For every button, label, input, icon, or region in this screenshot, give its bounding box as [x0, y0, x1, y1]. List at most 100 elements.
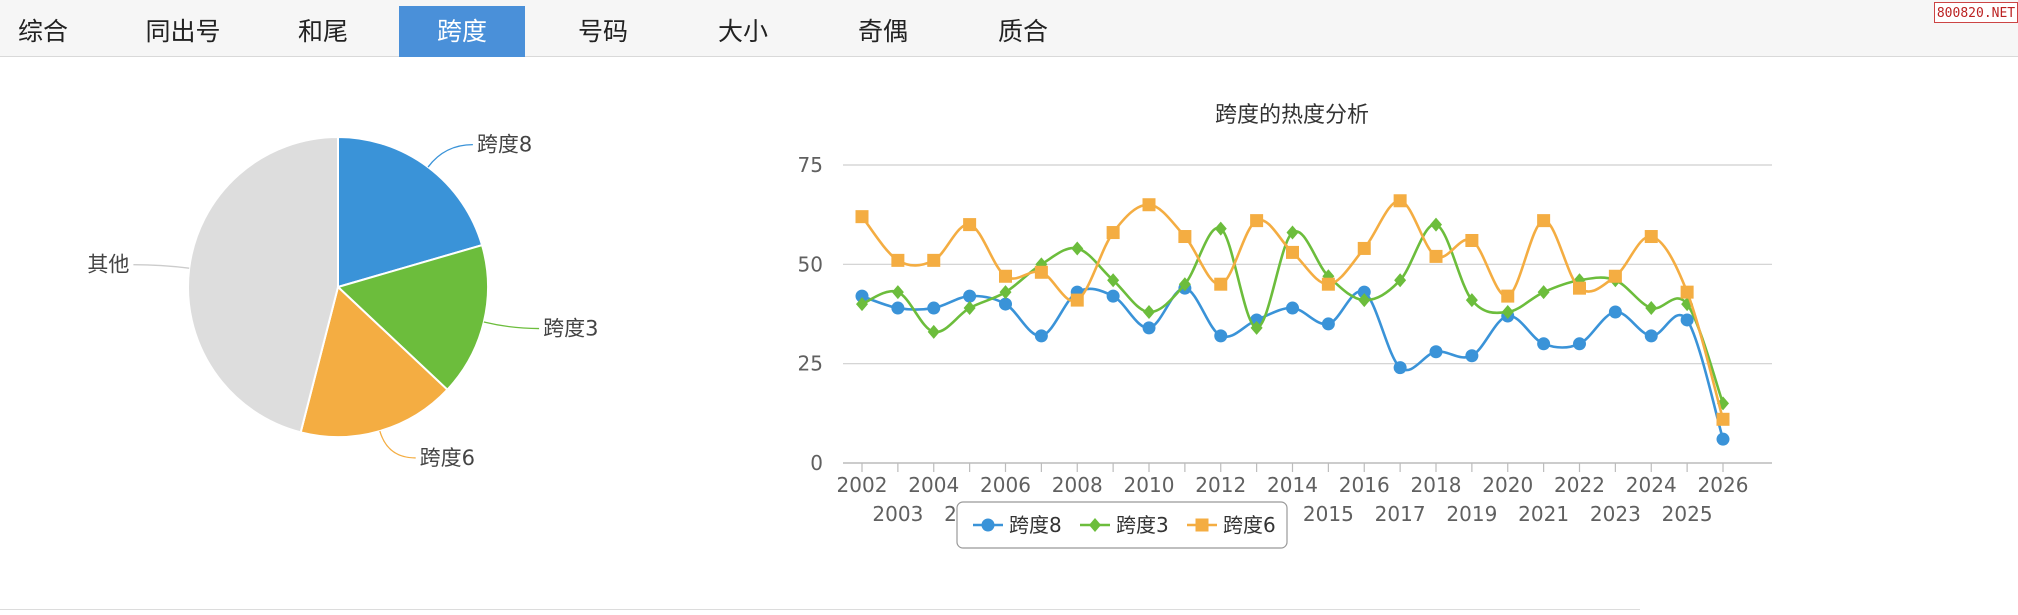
data-point-kuadu6[interactable]	[963, 218, 977, 232]
pie-label-other: 其他	[87, 253, 129, 277]
data-point-kuadu6[interactable]	[1178, 230, 1192, 244]
x-tick-label: 2015	[1303, 502, 1354, 526]
data-point-kuadu6[interactable]	[1357, 241, 1371, 255]
data-point-kuadu8[interactable]	[963, 289, 977, 303]
data-point-kuadu8[interactable]	[1465, 349, 1479, 363]
data-point-kuadu8[interactable]	[1286, 301, 1299, 315]
x-tick-label: 2012	[1195, 473, 1246, 497]
data-point-kuadu3[interactable]	[1250, 320, 1263, 335]
tab-zhihe[interactable]: 质合	[997, 17, 1048, 46]
data-point-kuadu6[interactable]	[1214, 277, 1228, 291]
data-point-kuadu6[interactable]	[1142, 198, 1156, 212]
data-point-kuadu3[interactable]	[1645, 301, 1658, 316]
data-point-kuadu6[interactable]	[1537, 214, 1551, 228]
tab-jiou[interactable]: 奇偶	[857, 17, 908, 46]
data-point-kuadu8[interactable]	[1214, 329, 1228, 343]
data-point-kuadu6[interactable]	[1321, 277, 1335, 291]
legend-item-kuadu3[interactable]: 跨度3	[1080, 513, 1169, 537]
data-point-kuadu8[interactable]	[1321, 317, 1335, 331]
data-point-kuadu3[interactable]	[1465, 293, 1478, 308]
tab-zonghe[interactable]: 综合	[17, 17, 68, 46]
pie-slice-kuadu8[interactable]	[337, 135, 484, 289]
data-point-kuadu3[interactable]	[1430, 217, 1442, 232]
pie-connector-kuadu3	[483, 321, 540, 330]
tab-daxiao[interactable]: 大小	[717, 17, 768, 46]
data-point-kuadu8[interactable]	[1680, 313, 1694, 327]
data-point-kuadu8[interactable]	[855, 289, 869, 303]
data-point-kuadu3[interactable]	[856, 297, 868, 312]
data-point-kuadu6[interactable]	[1644, 230, 1658, 244]
data-point-kuadu6[interactable]	[1070, 293, 1084, 307]
data-point-kuadu3[interactable]	[891, 285, 904, 300]
x-tick-label: 2026	[1698, 473, 1749, 497]
data-point-kuadu8[interactable]	[1429, 345, 1443, 359]
data-point-kuadu3[interactable]	[963, 301, 976, 316]
x-tick-label: 2018	[1411, 473, 1462, 497]
data-point-kuadu8[interactable]	[1357, 285, 1371, 299]
legend-marker[interactable]	[981, 518, 995, 532]
data-point-kuadu8[interactable]	[1644, 329, 1658, 343]
data-point-kuadu3[interactable]	[999, 285, 1012, 300]
data-point-kuadu6[interactable]	[999, 269, 1012, 283]
legend-item-kuadu8[interactable]: 跨度8	[973, 513, 1062, 537]
data-point-kuadu6[interactable]	[1501, 289, 1515, 303]
data-point-kuadu6[interactable]	[1465, 233, 1479, 247]
data-point-kuadu8[interactable]	[1034, 329, 1048, 343]
data-point-kuadu6[interactable]	[1250, 214, 1264, 228]
pie-slice-other[interactable]	[187, 135, 339, 434]
data-point-kuadu8[interactable]	[891, 301, 905, 315]
legend-item-kuadu6[interactable]: 跨度6	[1187, 513, 1276, 537]
data-point-kuadu6[interactable]	[1608, 269, 1622, 283]
x-tick-label: 2023	[1590, 502, 1641, 526]
data-point-kuadu3[interactable]	[1573, 273, 1586, 288]
data-point-kuadu3[interactable]	[1681, 297, 1694, 312]
data-point-kuadu3[interactable]	[1214, 221, 1227, 236]
data-point-kuadu3[interactable]	[1501, 305, 1514, 320]
legend-marker[interactable]	[1089, 518, 1101, 532]
data-point-kuadu6[interactable]	[1034, 265, 1048, 279]
data-point-kuadu3[interactable]	[1107, 273, 1120, 288]
tab-hewei[interactable]: 和尾	[297, 17, 348, 46]
legend-marker[interactable]	[1195, 518, 1209, 532]
data-point-kuadu8[interactable]	[1537, 337, 1551, 351]
pie-slice-kuadu3[interactable]	[336, 243, 489, 392]
data-point-kuadu8[interactable]	[1393, 361, 1407, 375]
data-point-kuadu6[interactable]	[1393, 194, 1407, 208]
tab-haoma[interactable]: 号码	[577, 17, 628, 46]
data-point-kuadu3[interactable]	[1358, 293, 1371, 308]
data-point-kuadu6[interactable]	[927, 253, 941, 267]
data-point-kuadu3[interactable]	[1286, 225, 1299, 240]
x-tick-label: 2021	[1518, 502, 1569, 526]
data-point-kuadu3[interactable]	[1143, 305, 1155, 320]
data-point-kuadu8[interactable]	[1106, 289, 1120, 303]
tab-tongchuhao[interactable]: 同出号	[145, 17, 221, 46]
data-point-kuadu6[interactable]	[855, 210, 869, 224]
y-tick-label: 75	[798, 153, 823, 177]
data-point-kuadu3[interactable]	[1394, 273, 1407, 288]
data-point-kuadu6[interactable]	[891, 253, 905, 267]
data-point-kuadu8[interactable]	[927, 301, 941, 315]
x-tick-label: 2024	[1626, 473, 1677, 497]
legend-label: 跨度3	[1116, 513, 1169, 537]
data-point-kuadu3[interactable]	[1178, 277, 1191, 292]
data-point-kuadu6[interactable]	[1106, 226, 1120, 240]
data-point-kuadu3[interactable]	[927, 324, 940, 339]
data-point-kuadu6[interactable]	[1286, 245, 1299, 259]
data-point-kuadu8[interactable]	[1573, 337, 1586, 351]
data-point-kuadu3[interactable]	[1071, 241, 1084, 256]
data-point-kuadu8[interactable]	[1142, 321, 1156, 335]
data-point-kuadu3[interactable]	[1537, 285, 1550, 300]
legend-label: 跨度8	[1009, 513, 1062, 537]
data-point-kuadu6[interactable]	[1429, 249, 1443, 263]
tab-kuadu[interactable]: 跨度	[399, 6, 525, 57]
data-point-kuadu8[interactable]	[999, 297, 1012, 311]
pie-slice-kuadu6[interactable]	[299, 285, 449, 438]
x-tick-label: 2006	[980, 473, 1031, 497]
data-point-kuadu8[interactable]	[1716, 432, 1730, 446]
data-point-kuadu8[interactable]	[1250, 313, 1264, 327]
data-point-kuadu6[interactable]	[1680, 285, 1694, 299]
data-point-kuadu6[interactable]	[1716, 412, 1730, 426]
data-point-kuadu6[interactable]	[1573, 281, 1586, 295]
data-point-kuadu8[interactable]	[1608, 305, 1622, 319]
pie-label-kuadu6: 跨度6	[420, 446, 475, 470]
